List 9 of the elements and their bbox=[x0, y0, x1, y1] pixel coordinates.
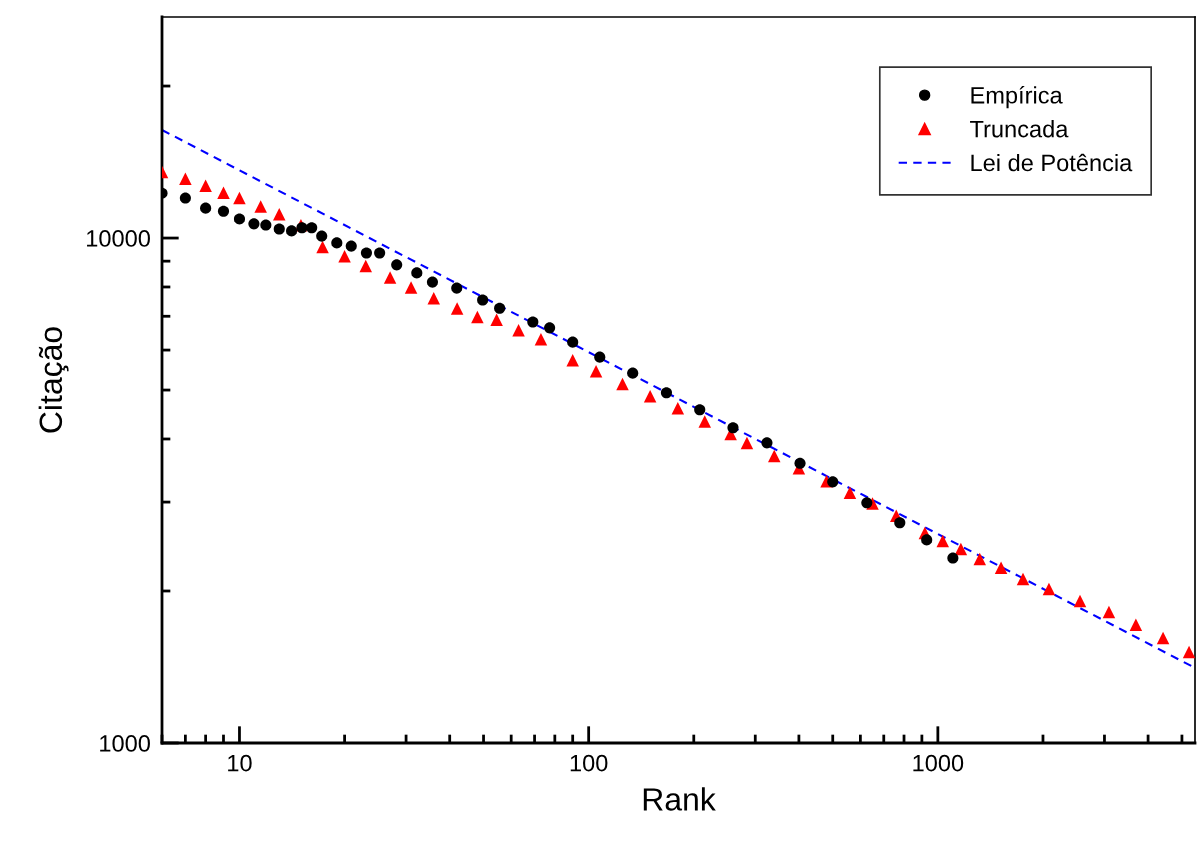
y-tick-label: 10000 bbox=[87, 230, 150, 247]
legend-label: Empírica bbox=[971, 86, 1063, 109]
x-tick-label: 10 bbox=[228, 754, 252, 772]
x-tick-label: 1000 bbox=[913, 754, 964, 772]
legend-label: Truncada bbox=[970, 120, 1069, 138]
y-axis-title: Citação bbox=[38, 327, 69, 433]
x-axis-title: Rank bbox=[643, 787, 716, 811]
x-tick-label: 100 bbox=[570, 754, 608, 772]
legend-label: Lei de Potência bbox=[971, 153, 1133, 172]
